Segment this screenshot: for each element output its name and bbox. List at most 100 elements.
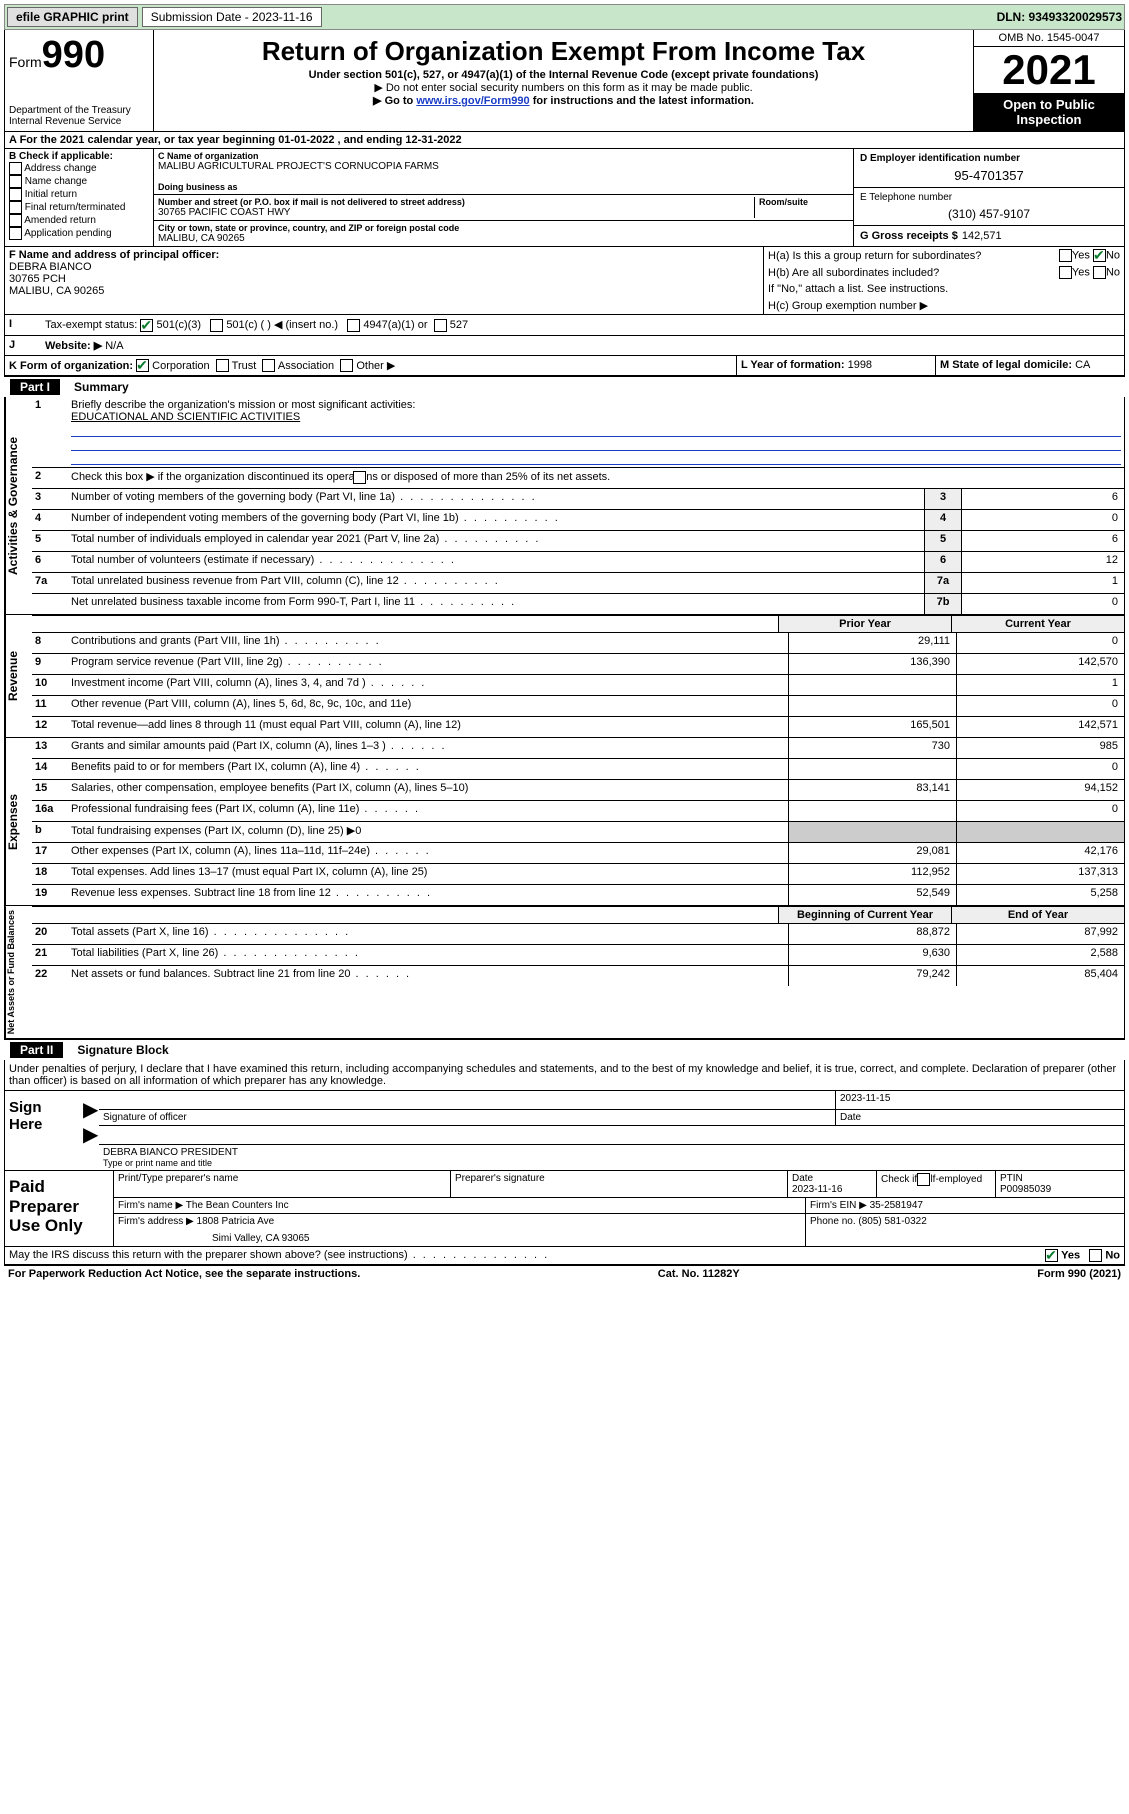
firm-name: The Bean Counters Inc	[186, 1200, 289, 1211]
cb-hb-yes[interactable]	[1059, 266, 1072, 279]
sig-officer-label: Signature of officer	[99, 1110, 835, 1125]
line9-prior: 136,390	[788, 654, 956, 674]
cb-initial-return[interactable]	[9, 188, 22, 201]
ein-value: 95-4701357	[860, 168, 1118, 183]
col-de: D Employer identification number 95-4701…	[853, 149, 1124, 246]
cb-line2[interactable]	[353, 471, 366, 484]
cb-final-return[interactable]	[9, 201, 22, 214]
line15-desc: Salaries, other compensation, employee b…	[68, 780, 788, 800]
line5-box: 5	[924, 531, 961, 551]
cb-4947[interactable]	[347, 319, 360, 332]
line21-eoy: 2,588	[956, 945, 1124, 965]
b-header: B Check if applicable:	[9, 151, 149, 162]
line20-eoy: 87,992	[956, 924, 1124, 944]
line19-curr: 5,258	[956, 885, 1124, 905]
section-expenses: Expenses 13Grants and similar amounts pa…	[4, 738, 1125, 906]
irs-label: Internal Revenue Service	[9, 116, 149, 127]
line1-mission: EDUCATIONAL AND SCIENTIFIC ACTIVITIES	[71, 411, 1121, 423]
signature-block: Under penalties of perjury, I declare th…	[4, 1060, 1125, 1265]
line7a-val: 1	[961, 573, 1124, 593]
cb-trust[interactable]	[216, 359, 229, 372]
addr-label: Number and street (or P.O. box if mail i…	[158, 197, 754, 207]
cb-other[interactable]	[340, 359, 353, 372]
hdr-boy: Beginning of Current Year	[778, 907, 951, 923]
part1-header: Part I Summary	[4, 376, 1125, 397]
cb-501c3[interactable]	[140, 319, 153, 332]
top-bar: efile GRAPHIC print Submission Date - 20…	[4, 4, 1125, 30]
prep-date-val: 2023-11-16	[792, 1184, 842, 1195]
line12-desc: Total revenue—add lines 8 through 11 (mu…	[68, 717, 788, 737]
officer-addr2: MALIBU, CA 90265	[9, 285, 759, 297]
cb-name-change[interactable]	[9, 175, 22, 188]
website-value: N/A	[105, 340, 123, 352]
officer-name-title: DEBRA BIANCO PRESIDENT	[103, 1147, 1120, 1158]
row-i: I Tax-exempt status: 501(c)(3) 501(c) ( …	[4, 315, 1125, 336]
line7b-val: 0	[961, 594, 1124, 614]
footer-mid: Cat. No. 11282Y	[658, 1268, 740, 1280]
vlabel-rev: Revenue	[5, 615, 32, 737]
cb-corporation[interactable]	[136, 359, 149, 372]
line15-curr: 94,152	[956, 780, 1124, 800]
part2-name: Part II	[10, 1042, 63, 1058]
form-title: Return of Organization Exempt From Incom…	[160, 36, 967, 67]
discuss-row: May the IRS discuss this return with the…	[5, 1246, 1124, 1264]
line6-val: 12	[961, 552, 1124, 572]
line20-boy: 88,872	[788, 924, 956, 944]
cb-address-change[interactable]	[9, 162, 22, 175]
officer-addr1: 30765 PCH	[9, 273, 759, 285]
line12-prior: 165,501	[788, 717, 956, 737]
sign-arrow-icon: ▶▶	[83, 1091, 99, 1170]
footer-left: For Paperwork Reduction Act Notice, see …	[8, 1268, 360, 1280]
col-c-org-info: C Name of organization MALIBU AGRICULTUR…	[154, 149, 853, 246]
vlabel-na: Net Assets or Fund Balances	[5, 906, 32, 1038]
dba-label: Doing business as	[158, 182, 849, 192]
line8-prior: 29,111	[788, 633, 956, 653]
efile-print-button[interactable]: efile GRAPHIC print	[7, 7, 138, 27]
line4-desc: Number of independent voting members of …	[68, 510, 924, 530]
footer-right: Form 990 (2021)	[1037, 1268, 1121, 1280]
cb-ha-yes[interactable]	[1059, 249, 1072, 262]
sig-date-label: Date	[835, 1110, 1124, 1125]
line22-eoy: 85,404	[956, 966, 1124, 986]
cb-527[interactable]	[434, 319, 447, 332]
section-revenue: Revenue Prior YearCurrent Year 8Contribu…	[4, 615, 1125, 738]
submission-date: Submission Date - 2023-11-16	[142, 7, 322, 27]
cb-amended-return[interactable]	[9, 214, 22, 227]
org-name: MALIBU AGRICULTURAL PROJECT'S CORNUCOPIA…	[158, 161, 849, 172]
vlabel-exp: Expenses	[5, 738, 32, 905]
instructions-link[interactable]: www.irs.gov/Form990	[416, 95, 529, 107]
cb-application-pending[interactable]	[9, 227, 22, 240]
line1-question: Briefly describe the organization's miss…	[71, 399, 1121, 411]
col-b-checkboxes: B Check if applicable: Address change Na…	[5, 149, 154, 246]
hdr-prior-year: Prior Year	[778, 616, 951, 632]
cb-discuss-no[interactable]	[1089, 1249, 1102, 1262]
cb-ha-no[interactable]	[1093, 249, 1106, 262]
city-label: City or town, state or province, country…	[158, 223, 849, 233]
subtitle-2: ▶ Do not enter social security numbers o…	[160, 81, 967, 94]
phone-value: (310) 457-9107	[860, 207, 1118, 221]
line10-curr: 1	[956, 675, 1124, 695]
line7b-box: 7b	[924, 594, 961, 614]
line11-curr: 0	[956, 696, 1124, 716]
cb-self-employed[interactable]	[917, 1173, 930, 1186]
line7b-desc: Net unrelated business taxable income fr…	[68, 594, 924, 614]
cb-501c[interactable]	[210, 319, 223, 332]
cb-hb-no[interactable]	[1093, 266, 1106, 279]
line4-val: 0	[961, 510, 1124, 530]
cb-association[interactable]	[262, 359, 275, 372]
part2-header: Part II Signature Block	[4, 1039, 1125, 1060]
cb-discuss-yes[interactable]	[1045, 1249, 1058, 1262]
line5-desc: Total number of individuals employed in …	[68, 531, 924, 551]
section-activities-governance: Activities & Governance 1 Briefly descri…	[4, 397, 1125, 615]
year-formation-value: 1998	[848, 359, 872, 371]
part1-name: Part I	[10, 379, 60, 395]
line22-desc: Net assets or fund balances. Subtract li…	[68, 966, 788, 986]
firm-addr2: Simi Valley, CA 93065	[212, 1233, 801, 1244]
line13-prior: 730	[788, 738, 956, 758]
line8-curr: 0	[956, 633, 1124, 653]
subtitle-1: Under section 501(c), 527, or 4947(a)(1)…	[160, 69, 967, 81]
line6-desc: Total number of volunteers (estimate if …	[68, 552, 924, 572]
firm-addr1: 1808 Patricia Ave	[197, 1216, 275, 1227]
hb-label: H(b) Are all subordinates included?	[768, 267, 939, 279]
open-public-inspection: Open to PublicInspection	[974, 93, 1124, 131]
